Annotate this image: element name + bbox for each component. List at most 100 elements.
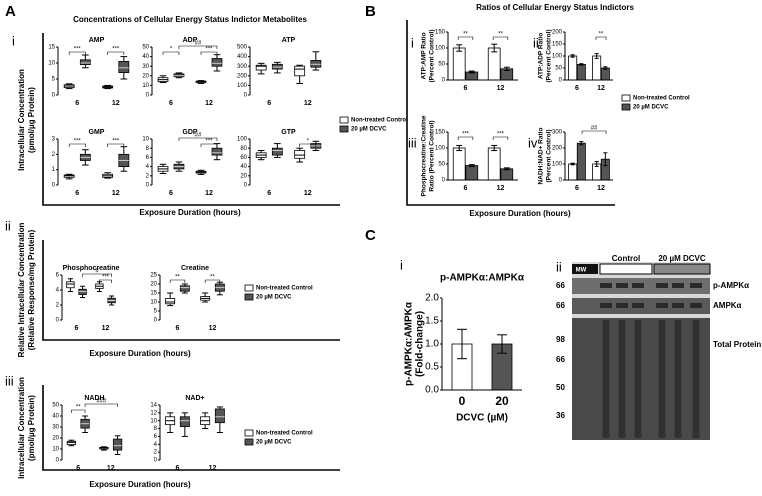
legend-swatch [621, 103, 631, 111]
box [179, 416, 190, 428]
y-label: NADH:NAD+ Ratio [538, 128, 545, 185]
significance-label: # [95, 269, 99, 275]
bar [600, 67, 610, 81]
y-tick-label: 50 [142, 45, 149, 51]
x-label: Exposure Duration (hours) [89, 480, 191, 489]
significance-bracket [84, 403, 118, 407]
mw-label: 36 [556, 411, 565, 420]
sub-label: i [400, 257, 403, 272]
band [672, 303, 684, 308]
y-tick-label: 4 [56, 288, 60, 294]
y-tick-label: 10 [142, 83, 149, 89]
bar [576, 142, 586, 181]
y-tick-label: 20 [240, 173, 247, 179]
y-label: ATP:ADP Ratio [538, 33, 545, 79]
band [656, 283, 668, 288]
y-tick-label: 14 [150, 403, 157, 409]
box [179, 285, 190, 292]
band-label: AMPKα [713, 301, 742, 310]
y-tick-label: 1.5 [425, 316, 439, 327]
legend-label: 20 µM DCVC [256, 440, 292, 446]
frame [42, 240, 340, 341]
significance-bracket [299, 143, 317, 147]
significance-label: ** [175, 275, 180, 281]
significance-bracket [457, 36, 474, 40]
x-tick-label: 6 [169, 190, 173, 197]
y-tick-label: 0 [559, 78, 563, 84]
x-tick-label: 6 [267, 100, 271, 107]
y-tick-label: 50 [438, 162, 445, 168]
y-tick-label: 0 [52, 93, 56, 99]
y-label: Ratio (Percent Control) [429, 120, 436, 191]
box [211, 58, 223, 67]
y-tick-label: 15 [150, 291, 157, 297]
frame [406, 20, 615, 206]
x-tick-label: 6 [75, 190, 79, 197]
significance-bracket [492, 136, 509, 140]
chart-title: Phosphocreatine [63, 265, 120, 272]
y-label: (Percent Control) [429, 29, 436, 82]
legend-label: Non-treated Control [256, 431, 313, 437]
y-label: Phosphocreatine:Creatine [421, 115, 428, 196]
x-tick-label: 6 [575, 85, 579, 92]
y-tick-label: 0 [56, 458, 60, 464]
y-tick-label: 60 [240, 155, 247, 161]
significance-bracket [581, 130, 607, 134]
x-tick-label: 20 [495, 394, 509, 408]
y-label: Relative Intracellular Concentration [17, 223, 26, 358]
x-label: DCVC (µM) [456, 413, 508, 424]
x-tick-label: 6 [575, 185, 579, 192]
y-tick-label: 0 [154, 318, 158, 324]
y-tick-label: 200 [552, 146, 563, 152]
y-tick-label: 50 [52, 403, 59, 409]
x-tick-label: 12 [205, 100, 213, 107]
x-label: Exposure Duration (hours) [89, 349, 191, 358]
x-tick-label: 6 [75, 325, 79, 332]
y-label: Intracellular Concentration [17, 69, 26, 171]
legend-swatch [621, 94, 631, 102]
y-tick-label: 6 [146, 155, 150, 161]
y-tick-label: 0 [244, 183, 248, 189]
y-label: (pmol/µg Protein) [27, 87, 36, 153]
significance-label: ## [591, 126, 598, 132]
y-tick-label: 80 [240, 146, 247, 152]
panel-title: Concentrations of Cellular Energy Status… [73, 15, 307, 24]
bar [576, 64, 586, 81]
frame [42, 385, 340, 471]
box [165, 297, 176, 305]
band [632, 303, 644, 308]
x-tick-label: 12 [497, 85, 505, 92]
bar [452, 47, 466, 81]
legend-label: 20 µM DCVC [256, 295, 292, 301]
significance-label: * [170, 47, 173, 53]
y-tick-label: 8 [154, 426, 158, 432]
significance-label: *** [462, 132, 470, 138]
y-tick-label: 2 [146, 173, 150, 179]
box [294, 65, 306, 77]
x-tick-label: 6 [267, 190, 271, 197]
y-tick-label: 2 [56, 303, 60, 309]
y-tick-label: 150 [552, 42, 563, 48]
y-tick-label: 0 [52, 183, 56, 189]
legend-swatch [339, 125, 349, 133]
box [271, 147, 283, 156]
y-tick-label: 20 [52, 436, 59, 442]
sub-label: iii [408, 135, 417, 150]
significance-bracket [178, 45, 218, 49]
band [616, 303, 628, 308]
significance-bracket [200, 143, 218, 147]
sub-label: iv [528, 135, 538, 150]
legend-swatch [244, 284, 254, 292]
y-tick-label: 1.0 [425, 339, 439, 350]
x-tick-label: 6 [75, 100, 79, 107]
significance-label: *** [497, 132, 505, 138]
y-tick-label: 12 [150, 410, 157, 416]
mw-label: 50 [556, 383, 565, 392]
chart-title: ATP [282, 37, 296, 44]
sub-label: ii [533, 35, 539, 50]
significance-bracket [178, 137, 218, 141]
y-tick-label: 4 [146, 164, 150, 170]
chart-title: ADP [183, 37, 198, 44]
significance-label: *** [205, 47, 213, 53]
significance-bracket [162, 51, 180, 55]
